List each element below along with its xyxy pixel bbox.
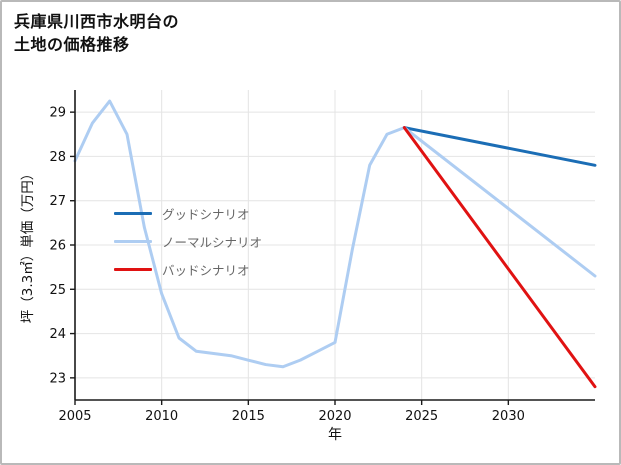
legend-swatch-normal bbox=[114, 240, 152, 243]
series-layer bbox=[73, 99, 597, 389]
y-axis-label: 坪（3.3㎡）単価（万円） bbox=[20, 167, 36, 323]
legend-item-good: グッドシナリオ bbox=[114, 204, 262, 223]
legend-swatch-good bbox=[114, 212, 152, 215]
chart-title: 兵庫県川西市水明台の 土地の価格推移 bbox=[14, 10, 179, 56]
legend-label-normal: ノーマルシナリオ bbox=[162, 235, 263, 250]
series-line-good bbox=[402, 126, 597, 167]
axis-layer bbox=[70, 90, 595, 405]
y-tick-label: 25 bbox=[49, 283, 66, 298]
tick-label-layer: 2005 2010 2015 2020 2025 2030 23 24 25 26 27 28 29 bbox=[49, 106, 524, 424]
grid-layer bbox=[74, 90, 595, 400]
legend-item-normal: ノーマルシナリオ bbox=[114, 232, 262, 251]
chart-title-line1: 兵庫県川西市水明台の bbox=[14, 12, 180, 31]
legend: グッドシナリオ ノーマルシナリオ バッドシナリオ bbox=[114, 204, 262, 279]
x-tick-label: 2010 bbox=[145, 409, 178, 424]
y-tick-label: 26 bbox=[49, 239, 66, 254]
x-tick-label: 2015 bbox=[232, 409, 265, 424]
y-tick-label: 27 bbox=[49, 194, 66, 209]
legend-label-good: グッドシナリオ bbox=[162, 207, 250, 222]
legend-item-bad: バッドシナリオ bbox=[114, 260, 262, 279]
series-line-bad bbox=[402, 126, 597, 389]
legend-swatch-bad bbox=[114, 268, 152, 271]
y-tick-label: 23 bbox=[49, 371, 66, 386]
y-tick-label: 29 bbox=[49, 106, 66, 121]
x-tick-label: 2030 bbox=[492, 409, 525, 424]
x-tick-label: 2025 bbox=[405, 409, 438, 424]
chart-title-line2: 土地の価格推移 bbox=[14, 35, 130, 54]
y-tick-label: 24 bbox=[49, 327, 66, 342]
legend-label-bad: バッドシナリオ bbox=[162, 263, 250, 278]
y-tick-label: 28 bbox=[49, 150, 66, 165]
x-axis-label: 年 bbox=[328, 427, 342, 443]
series-line-normal bbox=[73, 99, 406, 369]
x-tick-label: 2005 bbox=[58, 409, 91, 424]
series-line-normal bbox=[402, 126, 597, 278]
x-tick-label: 2020 bbox=[318, 409, 351, 424]
